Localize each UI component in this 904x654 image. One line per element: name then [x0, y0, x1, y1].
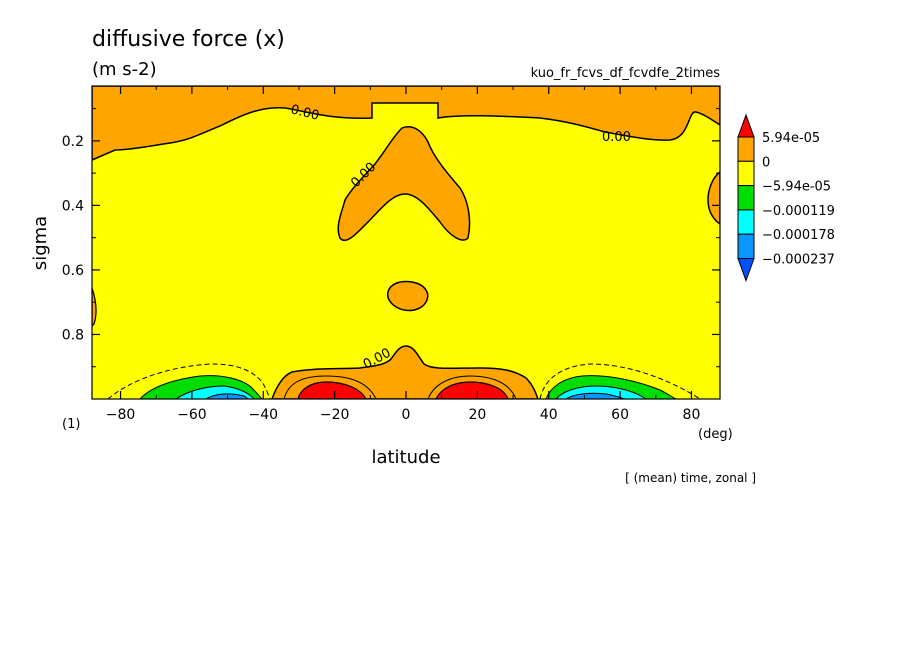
- small-positive-region: [386, 280, 429, 312]
- y-axis: 0.2 0.4 0.6 0.8: [62, 108, 720, 368]
- dashed-contour-south: [107, 363, 271, 399]
- upper-positive-region: [92, 86, 720, 161]
- x-axis: −80 −60 −40 −20 0 20 40 60 80: [106, 86, 701, 423]
- colorbar-label: 5.94e-05: [762, 131, 820, 146]
- colorbar-max-arrow: [737, 113, 755, 138]
- surface-maximum-north: [435, 381, 509, 399]
- x-tick-label: −80: [106, 407, 136, 423]
- edge-sliver: [92, 287, 97, 327]
- panel-label: (1): [62, 417, 80, 432]
- x-tick-label: −20: [320, 407, 350, 423]
- colorbar-box: [737, 136, 755, 162]
- x-tick-label: 20: [468, 407, 486, 423]
- colorbar-label: −0.000119: [762, 204, 835, 219]
- x-tick-label: 40: [540, 407, 558, 423]
- x-tick-label: 60: [611, 407, 629, 423]
- y-axis-label: sigma: [30, 216, 51, 270]
- edge-positive-region: [707, 171, 720, 225]
- y-tick-label: 0.4: [62, 198, 84, 214]
- surface-contour-north: [427, 375, 517, 399]
- colorbar-box: [737, 160, 755, 187]
- surface-contour-south: [283, 375, 377, 399]
- surface-maximum-south: [297, 381, 367, 399]
- y-tick-label: 0.8: [62, 327, 84, 343]
- x-tick-label: 0: [402, 407, 411, 423]
- footer-note: [ (mean) time, zonal ]: [625, 471, 756, 485]
- colorbar-label: −5.94e-05: [762, 180, 831, 195]
- x-unit-label: (deg): [698, 427, 733, 442]
- y-tick-label: 0.6: [62, 263, 84, 279]
- dashed-contour-north: [539, 363, 701, 399]
- arch-positive-region: [337, 126, 471, 242]
- colorbar-label: 0: [762, 155, 770, 170]
- x-tick-label: −60: [177, 407, 207, 423]
- surface-minimum-south-core: [205, 393, 249, 399]
- colorbar-label: −0.000237: [762, 253, 835, 268]
- colorbar: 5.94e-05 0 −5.94e-05 −0.000119 −0.000178 −0.0…: [737, 113, 835, 282]
- chart-units: (m s-2): [92, 59, 157, 80]
- y-tick-label: 0.2: [62, 134, 84, 150]
- colorbar-label: −0.000178: [762, 228, 835, 243]
- plot-area: [92, 86, 720, 399]
- x-axis-label: latitude: [371, 447, 440, 468]
- x-tick-label: −40: [248, 407, 278, 423]
- x-tick-label: 80: [683, 407, 701, 423]
- colorbar-min-arrow: [737, 258, 755, 282]
- colorbar-box: [737, 185, 755, 211]
- surface-minimum-north-core: [565, 392, 625, 399]
- contour-label: 0.00: [289, 102, 321, 124]
- colorbar-box: [737, 209, 755, 235]
- run-name: kuo_fr_fcvs_df_fcvdfe_2times: [531, 66, 721, 81]
- chart-title: diffusive force (x): [92, 27, 285, 52]
- colorbar-box: [737, 233, 755, 259]
- contour-label: 0.00: [602, 130, 631, 145]
